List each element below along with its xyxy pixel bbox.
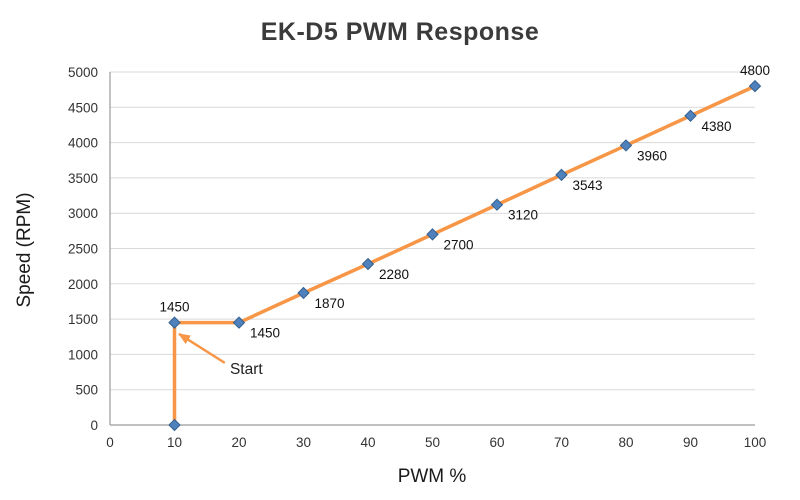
data-label: 3120: [508, 208, 538, 223]
chart-title: EK-D5 PWM Response: [261, 18, 539, 46]
data-point-marker: [555, 168, 568, 182]
x-tick-label: 100: [744, 435, 767, 450]
y-tick-label: 5000: [68, 65, 98, 80]
data-label: 2280: [379, 267, 409, 282]
series-layer: [168, 79, 762, 432]
data-label: 3543: [573, 178, 603, 193]
data-label: 1870: [315, 296, 345, 311]
data-point-marker: [684, 109, 697, 122]
data-point-marker: [361, 257, 375, 271]
y-tick-label: 4000: [68, 136, 98, 151]
start-annotation-arrow: [178, 332, 226, 364]
x-tick-label: 40: [360, 435, 375, 450]
data-point-marker: [232, 316, 246, 329]
data-point-marker: [297, 286, 310, 300]
data-point-marker: [168, 418, 181, 432]
data-point-marker: [490, 198, 504, 211]
y-tick-label: 2500: [68, 242, 98, 257]
x-tick-label: 20: [231, 435, 246, 450]
data-labels-layer: 1450 1450 1870 2280 2700 3120 3543 3960 4380 4800: [159, 63, 770, 341]
data-label: 3960: [637, 148, 667, 163]
y-tick-label: 0: [90, 418, 98, 433]
y-tick-label: 500: [75, 383, 98, 398]
x-tick-label: 80: [618, 435, 633, 450]
data-label: 1450: [159, 300, 189, 315]
data-label: 1450: [250, 326, 280, 341]
x-tick-label: 0: [106, 435, 114, 450]
y-tick-label: 2000: [68, 277, 98, 292]
data-label: 4380: [702, 119, 732, 134]
data-point-marker: [748, 79, 762, 93]
y-tick-label: 1000: [68, 347, 98, 362]
x-tick-label: 90: [683, 435, 698, 450]
y-axis-title: Speed (RPM): [14, 192, 35, 307]
x-tick-label: 50: [425, 435, 440, 450]
axes-layer: 0500100015002000250030003500400045005000…: [68, 65, 766, 450]
data-point-marker: [619, 139, 633, 152]
x-tick-label: 60: [489, 435, 504, 450]
x-tick-label: 70: [554, 435, 569, 450]
gridlines-layer: [110, 71, 755, 426]
data-point-marker: [168, 316, 181, 329]
y-tick-label: 4500: [68, 100, 98, 115]
x-tick-label: 10: [167, 435, 182, 450]
x-axis-title: PWM %: [398, 466, 467, 487]
annotation-layer: Start: [178, 332, 263, 378]
data-label: 2700: [444, 237, 474, 252]
y-tick-label: 3500: [68, 171, 98, 186]
y-tick-label: 3000: [68, 206, 98, 221]
data-label: 4800: [740, 63, 770, 78]
start-annotation-text: Start: [230, 361, 263, 378]
x-tick-label: 30: [296, 435, 311, 450]
y-tick-label: 1500: [68, 312, 98, 327]
data-point-marker: [426, 228, 439, 241]
